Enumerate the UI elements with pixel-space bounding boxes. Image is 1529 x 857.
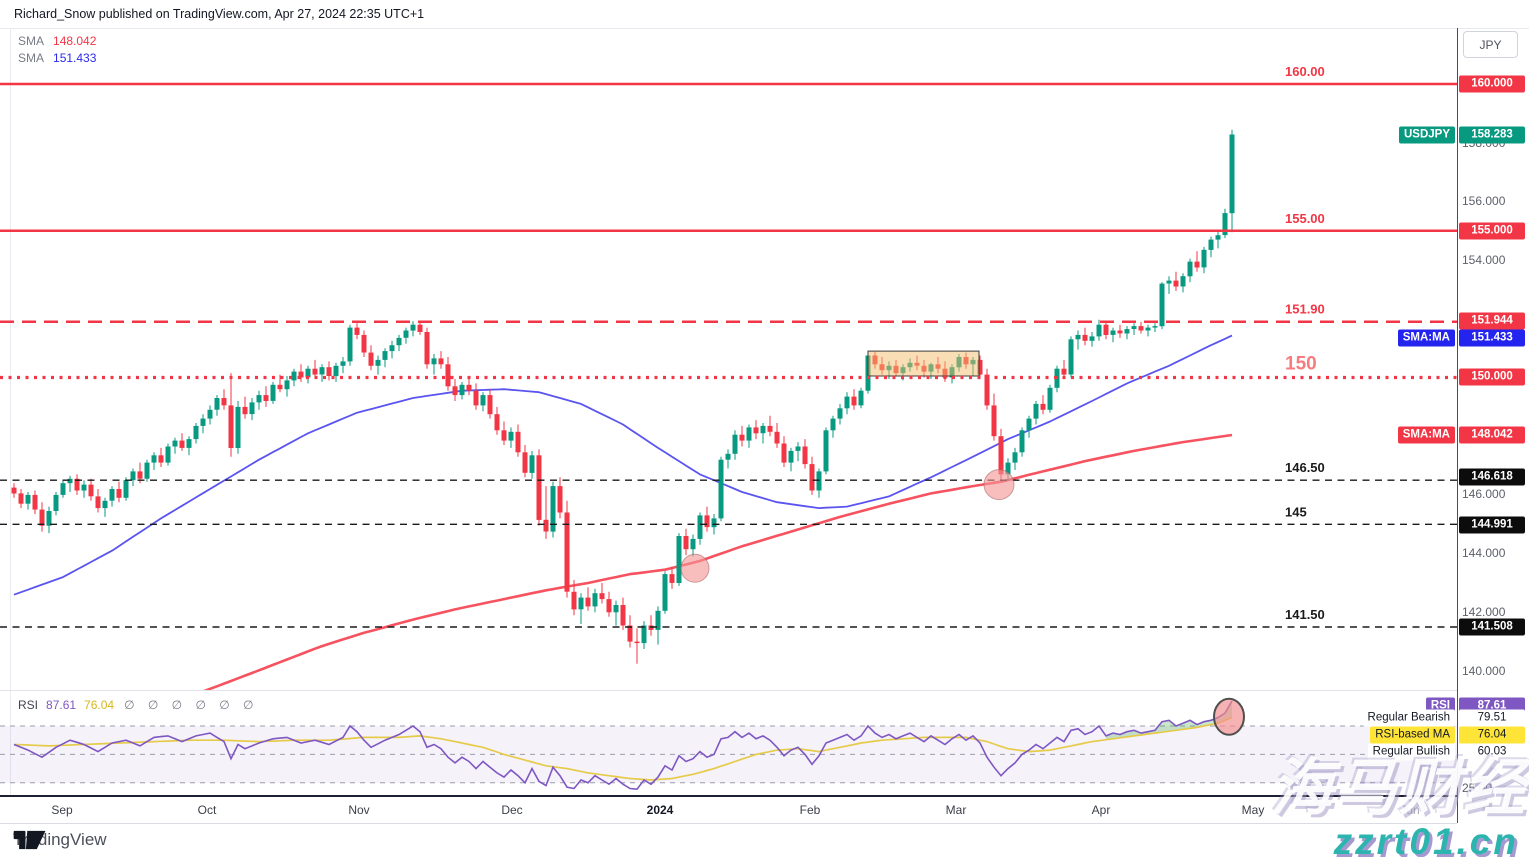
sma-blue-value: 151.433	[53, 51, 97, 65]
rsi-legend[interactable]: RSI 87.61 76.04 ∅ ∅ ∅ ∅ ∅ ∅	[18, 698, 258, 712]
price-tick: 146.000	[1462, 487, 1506, 501]
candlestick-series[interactable]	[11, 129, 1235, 664]
legend-sma-blue[interactable]: SMA 151.433	[18, 50, 96, 67]
series-tag-sma-ma: SMA:MA	[1397, 329, 1455, 347]
time-axis-label-mar: Mar	[945, 803, 967, 817]
price-axis-badge: 76.04	[1459, 726, 1525, 744]
time-axis-label-feb: Feb	[799, 803, 821, 817]
series-tag-regular-bearish: Regular Bearish	[1362, 709, 1455, 727]
rsi-band	[0, 726, 1457, 783]
series-tag-rsi-based-ma: RSI-based MA	[1370, 726, 1455, 744]
price-tick: 154.000	[1462, 253, 1506, 267]
consolidation-box[interactable]	[867, 350, 980, 377]
pane-separator	[0, 690, 1457, 691]
rsi-ma-value: 76.04	[84, 698, 115, 712]
price-axis-badge: 79.51	[1459, 709, 1525, 727]
pane-left-edge	[10, 28, 11, 795]
time-axis-label-sep: Sep	[51, 803, 73, 817]
level-label-151.90: 151.90	[1285, 302, 1325, 317]
rsi-line[interactable]	[13, 700, 1233, 791]
time-axis-label-jun: Jun	[1400, 803, 1420, 817]
price-axis-badge: 60.03	[1459, 743, 1525, 761]
main-price-pane[interactable]: 160.00 155.00 151.90 150 146.50 145 141.50	[0, 28, 1457, 690]
price-axis-badge: 148.042	[1459, 426, 1525, 444]
level-label-155.00: 155.00	[1285, 211, 1325, 226]
header-divider	[0, 28, 1529, 29]
series-tag-sma-ma: SMA:MA	[1397, 426, 1455, 444]
price-axis-badge: 144.991	[1459, 516, 1525, 534]
sma-blue-label: SMA	[18, 51, 45, 65]
time-axis-label-dec: Dec	[501, 803, 523, 817]
sma-slow-line[interactable]	[203, 433, 1233, 690]
time-axis-label-2024: 2024	[646, 803, 674, 817]
sma-fast-line[interactable]	[13, 334, 1233, 596]
rsi-highlight-circle[interactable]	[1213, 697, 1245, 736]
publish-info: Richard_Snow published on TradingView.co…	[14, 7, 425, 21]
price-tick: 142.000	[1462, 605, 1506, 619]
currency-button[interactable]: JPY	[1463, 31, 1518, 58]
price-tick: 144.000	[1462, 546, 1506, 560]
time-axis-label-may: May	[1241, 803, 1265, 817]
rsi-bottom-border	[0, 795, 1457, 797]
price-axis-badge: 160.000	[1459, 75, 1525, 93]
sma-red-value: 148.042	[53, 34, 97, 48]
tradingview-logo[interactable]: TradingView	[13, 830, 107, 850]
series-tag-regular-bullish: Regular Bullish	[1367, 743, 1455, 761]
level-label-150: 150	[1285, 354, 1317, 375]
time-axis[interactable]: Sep Oct Nov Dec 2024 Feb Mar Apr May Jun	[0, 797, 1457, 824]
price-tick: 25.00	[1462, 781, 1493, 795]
price-tick: 156.000	[1462, 194, 1506, 208]
price-axis-border	[1457, 28, 1458, 823]
time-axis-label-nov: Nov	[348, 803, 370, 817]
price-axis-badge: 151.433	[1459, 329, 1525, 347]
sma-red-label: SMA	[18, 34, 45, 48]
rsi-hidden-values: ∅ ∅ ∅ ∅ ∅ ∅	[124, 698, 259, 712]
time-axis-label-apr: Apr	[1091, 803, 1111, 817]
rsi-label: RSI	[18, 698, 39, 712]
rsi-value: 87.61	[46, 698, 77, 712]
footer: TradingView	[0, 824, 1529, 857]
price-axis-badge: 155.000	[1459, 222, 1525, 240]
price-axis-badge: 151.944	[1459, 312, 1525, 330]
rsi-ma-line[interactable]	[13, 716, 1233, 781]
price-axis-badge: 146.618	[1459, 468, 1525, 486]
legend-sma-red[interactable]: SMA 148.042	[18, 33, 96, 50]
tradingview-logo-icon	[13, 830, 46, 850]
level-label-145: 145	[1285, 504, 1307, 519]
price-axis-badge: 158.283	[1459, 126, 1525, 144]
price-axis-badge: 150.000	[1459, 368, 1525, 386]
level-label-146.50: 146.50	[1285, 460, 1325, 475]
rsi-pane[interactable]	[0, 690, 1457, 795]
time-axis-label-oct: Oct	[197, 803, 217, 817]
level-label-160.00: 160.00	[1285, 64, 1325, 79]
indicator-legend[interactable]: SMA 148.042 SMA 151.433	[18, 33, 96, 67]
price-axis-badge: 141.508	[1459, 618, 1525, 636]
price-tick: 140.000	[1462, 664, 1506, 678]
level-label-141.50: 141.50	[1285, 607, 1325, 622]
series-tag-usdjpy: USDJPY	[1398, 126, 1455, 144]
highlight-circle[interactable]	[680, 553, 710, 583]
highlight-circle[interactable]	[983, 469, 1015, 501]
